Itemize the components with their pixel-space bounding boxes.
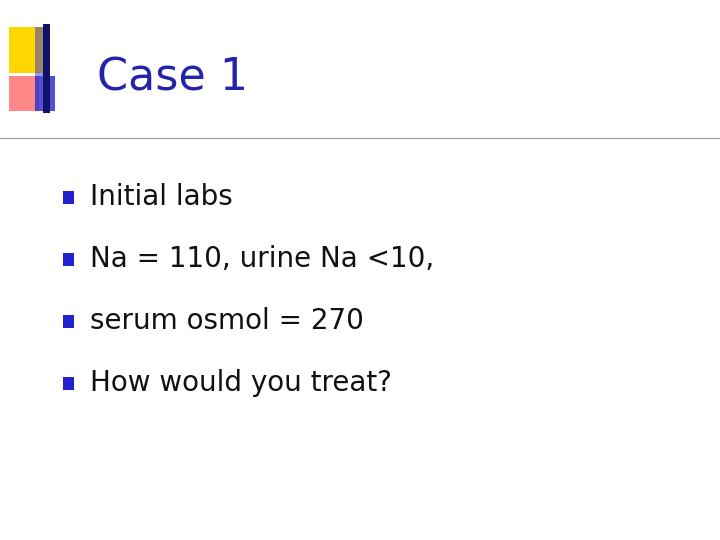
FancyBboxPatch shape (43, 24, 50, 113)
Text: Na = 110, urine Na <10,: Na = 110, urine Na <10, (90, 245, 434, 273)
FancyBboxPatch shape (63, 191, 74, 204)
FancyBboxPatch shape (63, 377, 74, 390)
FancyBboxPatch shape (63, 315, 74, 328)
Text: Case 1: Case 1 (97, 57, 248, 100)
FancyBboxPatch shape (9, 76, 39, 111)
Text: How would you treat?: How would you treat? (90, 369, 392, 397)
FancyBboxPatch shape (9, 27, 43, 73)
FancyBboxPatch shape (35, 76, 55, 111)
Text: serum osmol = 270: serum osmol = 270 (90, 307, 364, 335)
FancyBboxPatch shape (35, 27, 45, 76)
Text: Initial labs: Initial labs (90, 183, 233, 211)
FancyBboxPatch shape (63, 253, 74, 266)
